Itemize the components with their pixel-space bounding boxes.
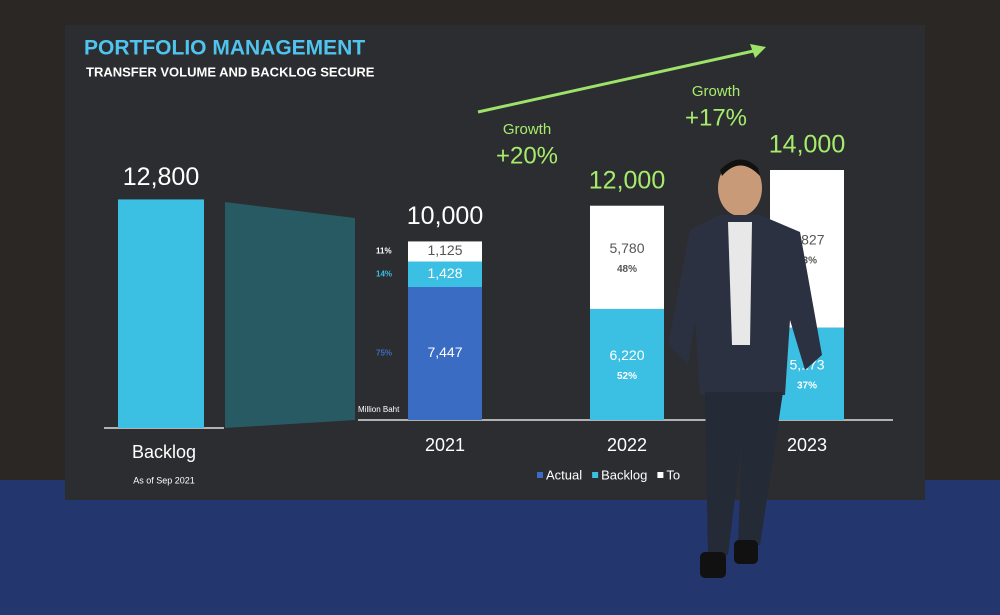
value-label: 1,428 — [427, 265, 462, 281]
growth-label: Growth — [692, 83, 740, 100]
projection — [225, 202, 355, 428]
legend-swatch — [592, 472, 599, 478]
total-label: 14,000 — [769, 131, 845, 159]
y-label: Million Baht — [358, 405, 400, 414]
bar-segment — [590, 205, 664, 309]
growth-value: +17% — [685, 104, 747, 131]
growth-arrow — [477, 48, 759, 114]
percent-label: 48% — [617, 264, 637, 275]
bar-segment — [408, 287, 482, 420]
total-label: 12,000 — [589, 166, 665, 194]
value-label: 7,447 — [427, 344, 462, 360]
legend-label: Backlog — [601, 467, 647, 482]
x-tick-label: 2022 — [607, 435, 647, 455]
x-tick-label: 2023 — [787, 435, 827, 455]
floor — [0, 480, 1000, 615]
hair — [720, 159, 760, 176]
shoe — [700, 552, 726, 578]
backlog-value: 12,800 — [123, 163, 199, 191]
legend-swatch — [537, 472, 543, 478]
backlog-label: Backlog — [132, 442, 196, 462]
shoe — [734, 540, 758, 564]
bar-segment — [408, 261, 482, 288]
title: PORTFOLIO MANAGEMENT — [84, 37, 365, 60]
percent-label: 11% — [376, 247, 392, 256]
bar-segment — [590, 308, 664, 420]
growth-label: Growth — [503, 121, 551, 138]
legend-label: Actual — [546, 467, 582, 482]
x-tick-label: 2021 — [425, 435, 465, 455]
trousers — [705, 392, 783, 555]
legend-swatch — [657, 472, 664, 478]
percent-label: 63% — [797, 255, 817, 266]
total-label: 10,000 — [407, 202, 483, 230]
growth-value: +20% — [496, 142, 558, 169]
chart: 12,800 Backlog As of Sep 2021 7,447 75% 1,428… — [118, 83, 845, 485]
head — [718, 160, 762, 216]
subtitle: TRANSFER VOLUME AND BACKLOG SECURE — [86, 64, 375, 79]
bar-segment — [408, 241, 482, 262]
shirt — [728, 222, 752, 345]
value-label: 6,220 — [609, 347, 644, 363]
arrow-head — [750, 44, 766, 58]
backlog-bar — [118, 199, 204, 428]
percent-label: 37% — [797, 380, 817, 391]
value-label: 5,780 — [609, 240, 644, 256]
value-label: 1,125 — [427, 242, 462, 258]
legend-label: To — [666, 467, 680, 482]
percent-label: 75% — [376, 349, 392, 358]
percent-label: 52% — [617, 371, 637, 382]
presenter — [668, 159, 822, 578]
percent-label: 14% — [376, 269, 392, 278]
backlog-note: As of Sep 2021 — [133, 475, 195, 485]
